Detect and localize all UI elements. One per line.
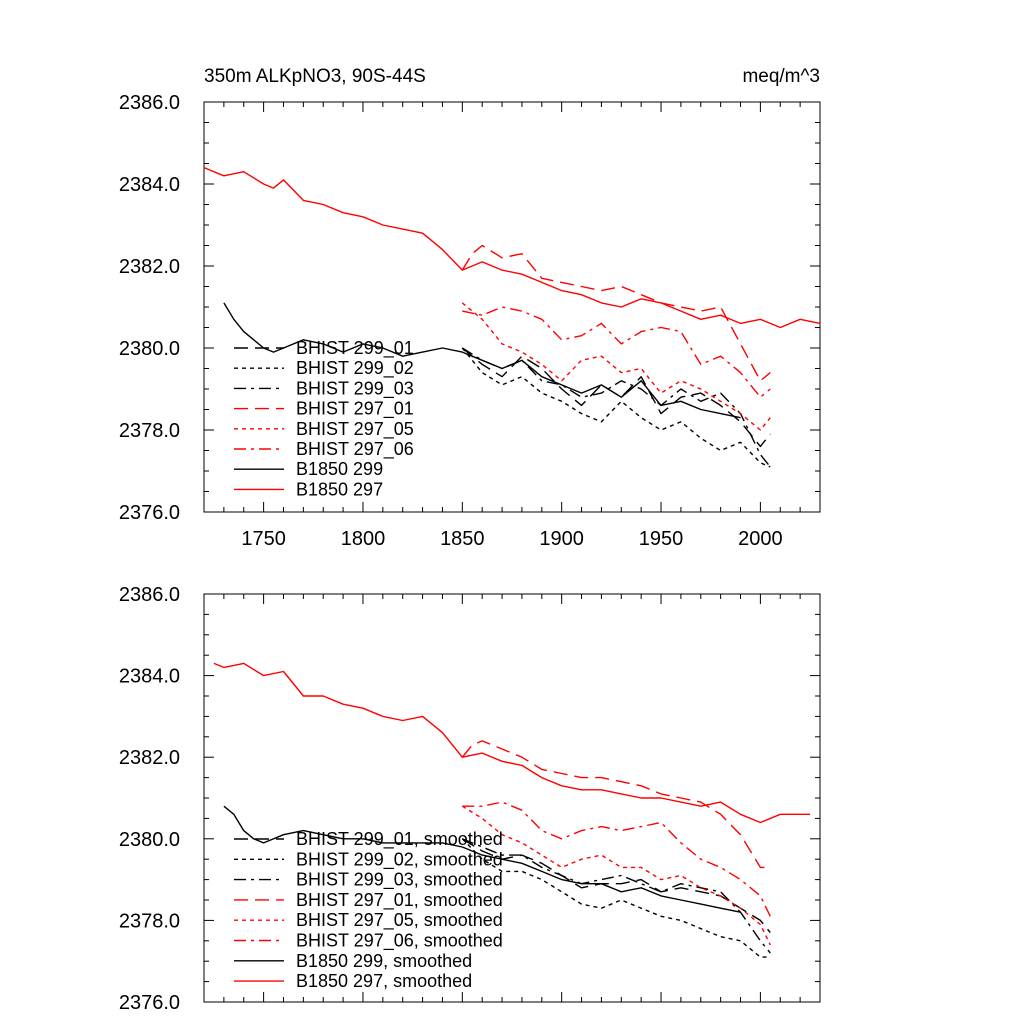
legend-label: BHIST 297_05 <box>296 419 414 440</box>
x-tick-label: 2000 <box>738 528 783 550</box>
y-tick-label: 2382.0 <box>119 747 180 769</box>
legend-label: BHIST 299_03, smoothed <box>296 870 503 891</box>
chart-title: 350m ALKpNO3, 90S-44S <box>204 66 426 87</box>
x-tick-label: 1800 <box>341 528 386 550</box>
y-tick-label: 2378.0 <box>119 910 180 932</box>
y-tick-label: 2378.0 <box>119 420 180 442</box>
x-tick-label: 1950 <box>639 528 684 550</box>
y-tick-label: 2376.0 <box>119 992 180 1014</box>
series-line <box>203 166 821 329</box>
x-tick-label: 1900 <box>539 528 584 550</box>
legend-label: BHIST 297_01, smoothed <box>296 890 503 911</box>
series-line <box>213 662 811 824</box>
legend-label: BHIST 299_03 <box>296 378 414 399</box>
top-panel: 350m ALKpNO3, 90S-44S meq/m^3 1750 1800 18… <box>119 66 821 550</box>
y-tick-label: 2384.0 <box>119 174 180 196</box>
series-line <box>461 838 771 934</box>
legend-label: B1850 299, smoothed <box>296 951 472 971</box>
series-line <box>462 838 771 954</box>
series-lines <box>213 662 811 958</box>
series-line <box>461 838 771 958</box>
y-tick-label: 2386.0 <box>119 584 180 606</box>
series-lines <box>203 166 821 468</box>
legend-label: BHIST 299_02, smoothed <box>296 849 503 870</box>
legend-label: BHIST 297_01 <box>296 399 414 420</box>
legend-label: B1850 297 <box>296 479 383 499</box>
legend-label: BHIST 297_05, smoothed <box>296 910 503 931</box>
series-line <box>223 302 741 419</box>
legend-label: B1850 299 <box>296 459 383 479</box>
x-tick-label: 1850 <box>440 528 485 550</box>
series-line <box>461 244 771 382</box>
bottom-panel: 2376.0 2378.0 2380.0 2382.0 2384.0 2386.0 BHIS… <box>119 584 821 1014</box>
y-tick-label: 2382.0 <box>119 256 180 278</box>
y-tick-label: 2376.0 <box>119 502 180 524</box>
series-line <box>462 306 771 398</box>
y-tick-label: 2380.0 <box>119 829 180 851</box>
y-tick-label: 2386.0 <box>119 92 180 114</box>
series-line <box>462 801 771 917</box>
series-line <box>461 740 771 869</box>
legend-label: BHIST 299_01, smoothed <box>296 829 503 850</box>
units-label: meq/m^3 <box>742 66 820 87</box>
y-tick-label: 2380.0 <box>119 338 180 360</box>
y-tick-label: 2384.0 <box>119 666 180 688</box>
legend-label: BHIST 297_06 <box>296 439 414 460</box>
legend-label: BHIST 297_06, smoothed <box>296 931 503 952</box>
legend-label: BHIST 299_01 <box>296 338 414 359</box>
x-tick-label: 1750 <box>241 528 286 550</box>
series-line <box>461 302 771 431</box>
legend-label: B1850 297, smoothed <box>296 971 472 991</box>
legend-label: BHIST 299_02 <box>296 358 414 379</box>
series-line <box>223 805 741 913</box>
series-line <box>461 805 771 946</box>
